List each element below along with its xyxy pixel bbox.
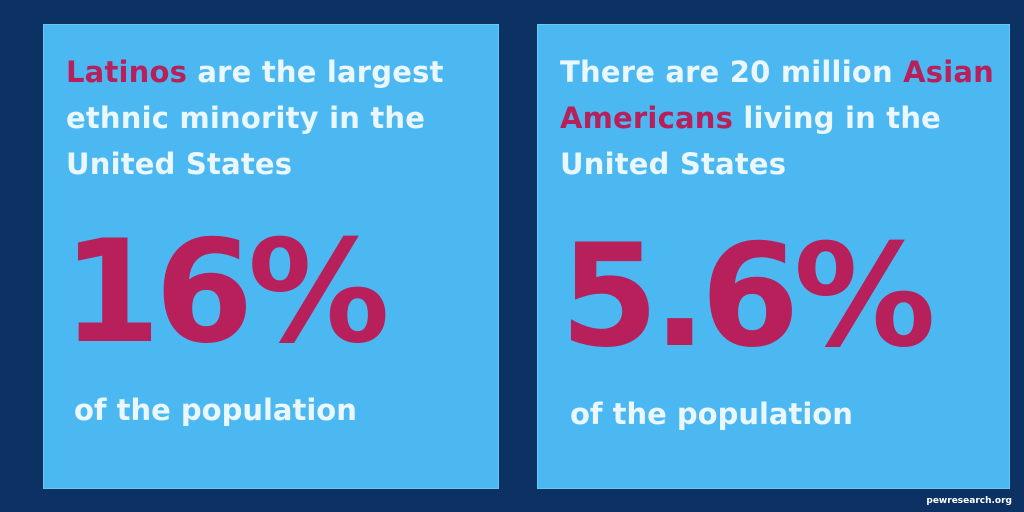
asian-americans-headline: There are 20 million Asian Americans liv… (560, 49, 995, 187)
asian-americans-card: There are 20 million Asian Americans liv… (537, 24, 1010, 489)
latinos-caption: of the population (74, 393, 357, 427)
latinos-highlight: Latinos (66, 55, 188, 89)
latinos-percentage: 16% (62, 210, 390, 375)
latinos-card: Latinos are the largest ethnic minority … (43, 24, 499, 489)
latinos-headline-text: are the largest ethnic minority in the U… (66, 55, 444, 181)
asian-americans-headline-text: living in the United States (560, 101, 942, 181)
asian-americans-highlight: Asian Americans (560, 55, 994, 135)
latinos-headline: Latinos are the largest ethnic minority … (66, 49, 484, 187)
asian-americans-percentage: 5.6% (560, 214, 936, 379)
asian-americans-headline-lead: There are 20 million (560, 55, 904, 89)
source-credit: pewresearch.org (926, 496, 1012, 506)
asian-americans-caption: of the population (570, 397, 853, 431)
